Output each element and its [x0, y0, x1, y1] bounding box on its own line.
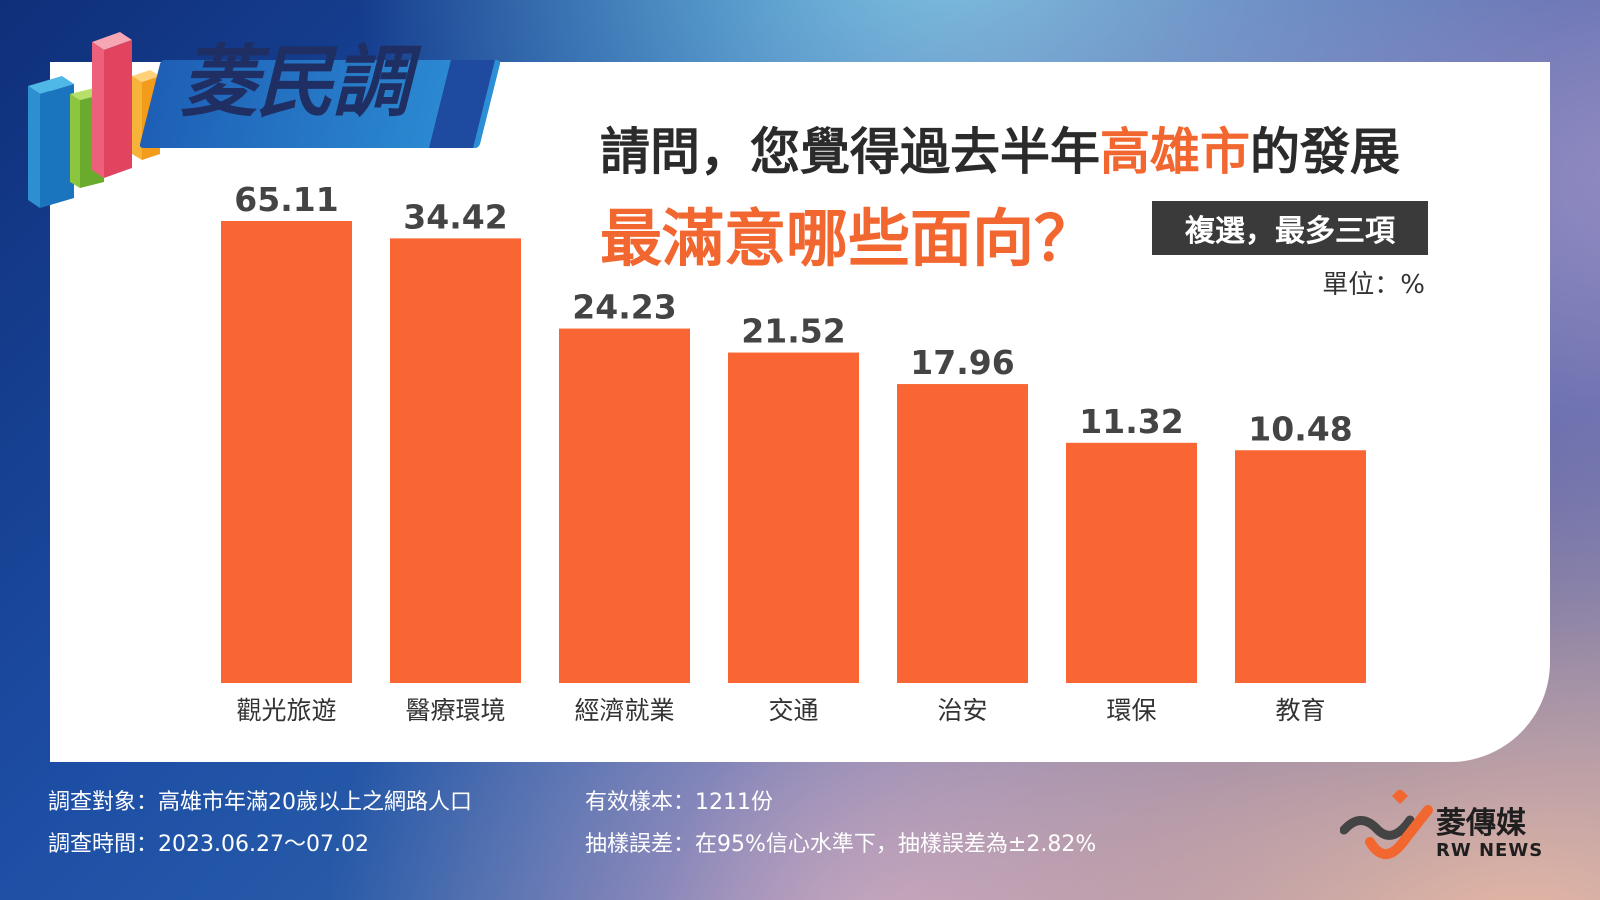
title-part1: 請問，您覺得過去半年: [600, 123, 1100, 181]
unit-label: 單位：%: [1322, 270, 1425, 300]
media-name-en: RW NEWS: [1436, 840, 1544, 861]
multi-select-badge: 複選，最多三項: [1152, 201, 1428, 255]
bar-7: [1235, 450, 1366, 683]
title-highlight: 高雄市: [1100, 123, 1250, 181]
chart-title-line2: 最滿意哪些面向？: [600, 202, 1097, 275]
margin-of-error: 抽樣誤差：在95%信心水準下，抽樣誤差為±2.82%: [585, 832, 1097, 857]
bar-chart-logo-icon: [28, 32, 160, 208]
category-label-6: 環保: [1106, 696, 1156, 725]
bar-3: [559, 328, 690, 683]
category-label-5: 治安: [937, 696, 987, 725]
bar-4: [728, 352, 859, 683]
title-part2: 的發展: [1250, 123, 1400, 181]
bar-5: [897, 384, 1028, 683]
value-label-4: 21.52: [741, 312, 845, 351]
bar-1: [221, 221, 352, 683]
category-label-7: 教育: [1275, 696, 1325, 725]
sample-size: 有效樣本：1211份: [585, 790, 773, 815]
category-label-2: 醫療環境: [405, 696, 505, 725]
value-label-7: 10.48: [1248, 409, 1352, 448]
value-label-1: 65.11: [234, 180, 338, 219]
value-label-5: 17.96: [910, 343, 1014, 382]
bar-2: [390, 238, 521, 683]
category-label-4: 交通: [768, 696, 818, 725]
rw-news-logo-icon: [1340, 790, 1433, 859]
value-label-3: 24.23: [572, 288, 676, 327]
survey-period: 調查時間：2023.06.27～07.02: [48, 832, 369, 857]
category-label-3: 經濟就業: [574, 696, 674, 725]
category-label-1: 觀光旅遊: [236, 696, 336, 725]
media-name-cn: 菱傳媒: [1436, 806, 1526, 841]
bar-6: [1066, 442, 1197, 683]
program-logo-text: 菱民調: [180, 38, 410, 128]
value-label-2: 34.42: [403, 197, 507, 236]
survey-target: 調查對象：高雄市年滿20歲以上之網路人口: [48, 790, 472, 815]
chart-title-line1: 請問，您覺得過去半年高雄市的發展: [600, 112, 1400, 184]
value-label-6: 11.32: [1079, 402, 1183, 441]
